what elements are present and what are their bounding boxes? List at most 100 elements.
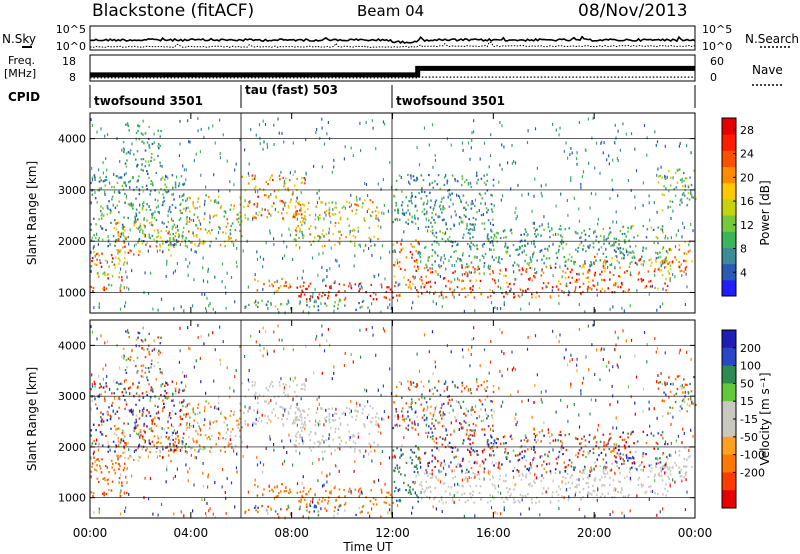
power-cell: [364, 219, 366, 222]
velocity-cell: [588, 440, 590, 443]
power-cell: [547, 226, 550, 229]
power-cell: [185, 257, 187, 261]
velocity-cell: [392, 455, 394, 459]
velocity-cell: [432, 505, 434, 509]
power-cell: [114, 219, 116, 222]
velocity-cell: [101, 458, 103, 461]
velocity-cell: [630, 457, 632, 460]
power-cell: [313, 301, 316, 304]
velocity-cell: [587, 486, 590, 489]
velocity-cell: [137, 447, 139, 450]
power-cell: [367, 306, 369, 309]
power-cell: [587, 276, 589, 279]
velocity-cell: [434, 486, 436, 490]
power-cell: [339, 218, 342, 221]
velocity-cell: [664, 471, 666, 475]
power-cell: [90, 269, 92, 273]
power-cell: [324, 293, 326, 296]
power-cell: [420, 260, 422, 264]
velocity-cell: [483, 470, 485, 474]
velocity-cell: [434, 386, 436, 389]
power-cell: [214, 214, 216, 217]
power-cell: [426, 290, 428, 293]
power-cell: [181, 237, 184, 240]
velocity-cell: [142, 375, 144, 378]
power-cell: [381, 285, 383, 289]
velocity-cell: [118, 477, 121, 480]
velocity-cell: [108, 406, 110, 409]
velocity-cell: [450, 446, 452, 449]
velocity-cell: [537, 439, 539, 442]
power-cell: [154, 210, 156, 214]
velocity-cell: [183, 413, 185, 416]
power-cell: [142, 190, 145, 193]
power-cell: [301, 203, 304, 206]
cpid-segment-3: twofsound 3501: [396, 94, 505, 108]
velocity-cell: [118, 406, 120, 409]
velocity-cell: [660, 474, 663, 477]
velocity-cell: [330, 492, 332, 495]
power-cell: [396, 294, 398, 297]
velocity-cell: [630, 431, 633, 434]
velocity-cell: [141, 448, 144, 451]
velocity-cell: [177, 441, 180, 444]
power-cell: [449, 227, 452, 230]
power-cell: [120, 232, 122, 235]
power-cell: [560, 242, 563, 245]
power-cell: [443, 276, 446, 280]
velocity-cell: [474, 429, 476, 432]
velocity-cell: [628, 445, 630, 448]
power-cell: [102, 207, 104, 210]
power-cell: [308, 214, 311, 217]
power-cell: [153, 229, 156, 232]
velocity-cell: [239, 345, 241, 348]
velocity-cell: [634, 450, 637, 453]
power-cell: [123, 286, 125, 290]
velocity-cell: [302, 515, 304, 519]
power-cell: [650, 261, 653, 264]
velocity-cell: [632, 457, 635, 460]
velocity-cell: [244, 422, 247, 426]
power-cell: [268, 195, 270, 198]
power-cell: [290, 307, 292, 310]
velocity-cell: [144, 371, 147, 374]
power-cell: [300, 207, 302, 210]
velocity-cell: [599, 478, 601, 481]
velocity-cell: [143, 429, 145, 432]
velocity-cell: [119, 465, 121, 468]
power-cell: [147, 137, 150, 141]
power-cell: [117, 251, 119, 255]
power-cell: [603, 238, 605, 241]
velocity-cell: [471, 434, 474, 437]
power-cell: [507, 285, 509, 288]
power-cell: [685, 265, 688, 269]
velocity-cell: [429, 490, 432, 493]
power-cell: [590, 261, 592, 264]
power-cell: [492, 184, 495, 187]
power-cell: [151, 142, 154, 146]
power-cell: [467, 141, 470, 145]
velocity-cell: [403, 419, 406, 422]
velocity-cell: [475, 381, 478, 384]
power-cell: [196, 245, 199, 248]
velocity-cell: [510, 492, 512, 496]
power-cell: [489, 247, 491, 251]
velocity-cell: [511, 437, 513, 441]
power-cell: [267, 196, 270, 199]
velocity-cell: [113, 396, 116, 400]
velocity-cell: [113, 432, 116, 435]
power-cell: [442, 277, 445, 280]
velocity-cell: [533, 480, 535, 483]
velocity-cell: [475, 424, 477, 427]
power-cell: [635, 262, 638, 265]
power-cell: [524, 239, 526, 242]
velocity-cell: [165, 381, 167, 385]
power-cell: [205, 185, 207, 189]
velocity-cell: [411, 451, 414, 454]
velocity-cell: [148, 383, 150, 386]
velocity-cell: [485, 413, 488, 416]
velocity-cell: [655, 441, 658, 444]
power-cell: [225, 210, 227, 214]
power-cell: [244, 148, 246, 152]
velocity-cell: [595, 444, 597, 448]
